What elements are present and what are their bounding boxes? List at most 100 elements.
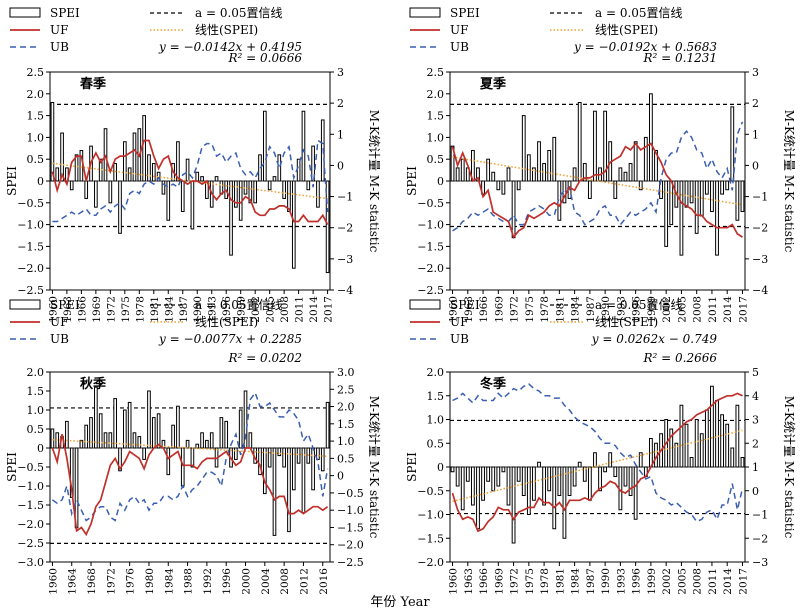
spei-bar xyxy=(684,180,689,208)
legend-spei-label: SPEI xyxy=(450,298,480,312)
spei-bar xyxy=(526,154,531,182)
y-tick-label: −0.5 xyxy=(417,485,444,498)
y-right-tick-label: −1 xyxy=(337,191,353,204)
spei-bar xyxy=(496,180,501,191)
spei-bar xyxy=(267,447,272,468)
x-tick-label: 2017 xyxy=(323,296,335,323)
spei-bar xyxy=(638,180,643,191)
spei-bar xyxy=(679,180,684,256)
spei-bar xyxy=(720,414,725,468)
spei-bar xyxy=(185,158,190,182)
spei-bar xyxy=(496,466,501,487)
regression-equation: y = −0.0192x + 0.5683 xyxy=(573,40,717,54)
x-tick-label: 2014 xyxy=(308,296,320,323)
spei-bar xyxy=(325,180,330,274)
spei-bar xyxy=(613,180,618,199)
legend-ub-label: UB xyxy=(450,40,469,54)
x-tick-label: 2002 xyxy=(661,568,673,595)
legend-spei-swatch xyxy=(409,7,441,18)
x-tick-label: 1960 xyxy=(448,568,460,595)
y-right-tick-label: −2.0 xyxy=(337,539,364,552)
x-tick-label: 1963 xyxy=(62,296,74,323)
y-right-tick-label: 3 xyxy=(752,66,759,79)
spei-bar xyxy=(69,180,74,191)
spei-bar xyxy=(537,461,541,468)
spei-bar xyxy=(50,428,55,449)
ub-line xyxy=(452,383,744,523)
y-right-tick-label: 3 xyxy=(337,66,344,79)
y-tick-label: 2.0 xyxy=(27,366,45,379)
spei-bar xyxy=(623,171,628,182)
y-right-tick-label: −0.5 xyxy=(337,487,364,500)
spei-bar xyxy=(55,167,60,182)
spei-bar xyxy=(69,447,74,498)
y-tick-label: −1.0 xyxy=(417,219,444,232)
spei-bar xyxy=(320,447,325,472)
spei-bar xyxy=(282,180,286,199)
spei-bar xyxy=(628,466,633,496)
spei-bar xyxy=(552,466,557,530)
legend-ub-label: UB xyxy=(50,40,69,54)
x-tick-label: 1988 xyxy=(183,568,195,595)
x-tick-label: 1963 xyxy=(463,296,475,323)
spei-bar xyxy=(460,466,465,511)
spei-bar xyxy=(679,404,684,468)
y-right-tick-label: 4 xyxy=(752,390,759,403)
spei-bar xyxy=(132,132,137,182)
x-tick-label: 1984 xyxy=(163,296,175,323)
spei-bar xyxy=(618,167,623,182)
spei-bar xyxy=(694,180,699,234)
spei-bar xyxy=(450,145,455,182)
spei-bar xyxy=(735,404,740,468)
y-right-tick-label: 5 xyxy=(752,366,759,379)
y-right-tick-label: 1.5 xyxy=(337,418,355,431)
x-tick-label: 2011 xyxy=(294,296,306,323)
spei-bar xyxy=(740,457,745,468)
spei-bar xyxy=(190,180,195,230)
spei-bar xyxy=(730,447,735,468)
spei-bar xyxy=(654,149,658,182)
y-axis-label: SPEI xyxy=(5,166,19,196)
spei-bar xyxy=(694,419,699,468)
spei-bar xyxy=(176,141,180,182)
x-tick-label: 1984 xyxy=(163,568,175,595)
season-title: 夏季 xyxy=(479,76,506,92)
spei-bar xyxy=(547,466,552,492)
spei-bar xyxy=(301,447,306,514)
x-tick-label: 1981 xyxy=(554,296,566,323)
spei-bar xyxy=(301,110,306,182)
legend-trend-label: 线性(SPEI) xyxy=(195,23,258,37)
y-tick-label: 1.5 xyxy=(27,385,45,398)
x-tick-label: 1993 xyxy=(615,568,627,595)
x-tick-label: 2017 xyxy=(737,296,749,323)
spei-bar xyxy=(552,136,557,182)
y-tick-label: 2.0 xyxy=(27,88,45,101)
x-tick-label: 2005 xyxy=(676,296,688,323)
y-tick-label: −2.0 xyxy=(17,262,44,275)
spei-bar xyxy=(209,432,214,449)
y-right-tick-label: 3.0 xyxy=(337,366,355,379)
x-tick-label: 1966 xyxy=(76,296,88,323)
y-right-tick-label: 2 xyxy=(752,437,759,450)
legend-spei-swatch xyxy=(9,7,41,18)
spei-bar xyxy=(132,432,137,449)
spei-bar xyxy=(516,466,521,482)
y-right-tick-label: 2 xyxy=(337,97,344,110)
spei-bar xyxy=(689,457,694,468)
spei-bar xyxy=(287,180,291,213)
spei-bar xyxy=(460,158,465,182)
y-tick-label: 2.0 xyxy=(427,88,445,101)
y-tick-label: 1.0 xyxy=(27,131,45,144)
spei-bar xyxy=(267,180,272,191)
y-right-tick-label: −3 xyxy=(752,556,768,569)
x-tick-label: 1963 xyxy=(463,568,475,595)
legend: SPEI a = 0.05置信线 UF 线性(SPEI) UB y = −0.0192x … xyxy=(409,6,717,65)
x-tick-label: 1999 xyxy=(646,568,658,595)
y-tick-label: −0.5 xyxy=(17,461,44,474)
spei-bar xyxy=(603,110,608,182)
spei-bar xyxy=(649,93,653,182)
spei-bar xyxy=(547,149,552,182)
y-right-tick-label: −4 xyxy=(337,284,353,297)
spei-bar xyxy=(562,466,567,539)
legend-conf-label: a = 0.05置信线 xyxy=(195,6,283,20)
